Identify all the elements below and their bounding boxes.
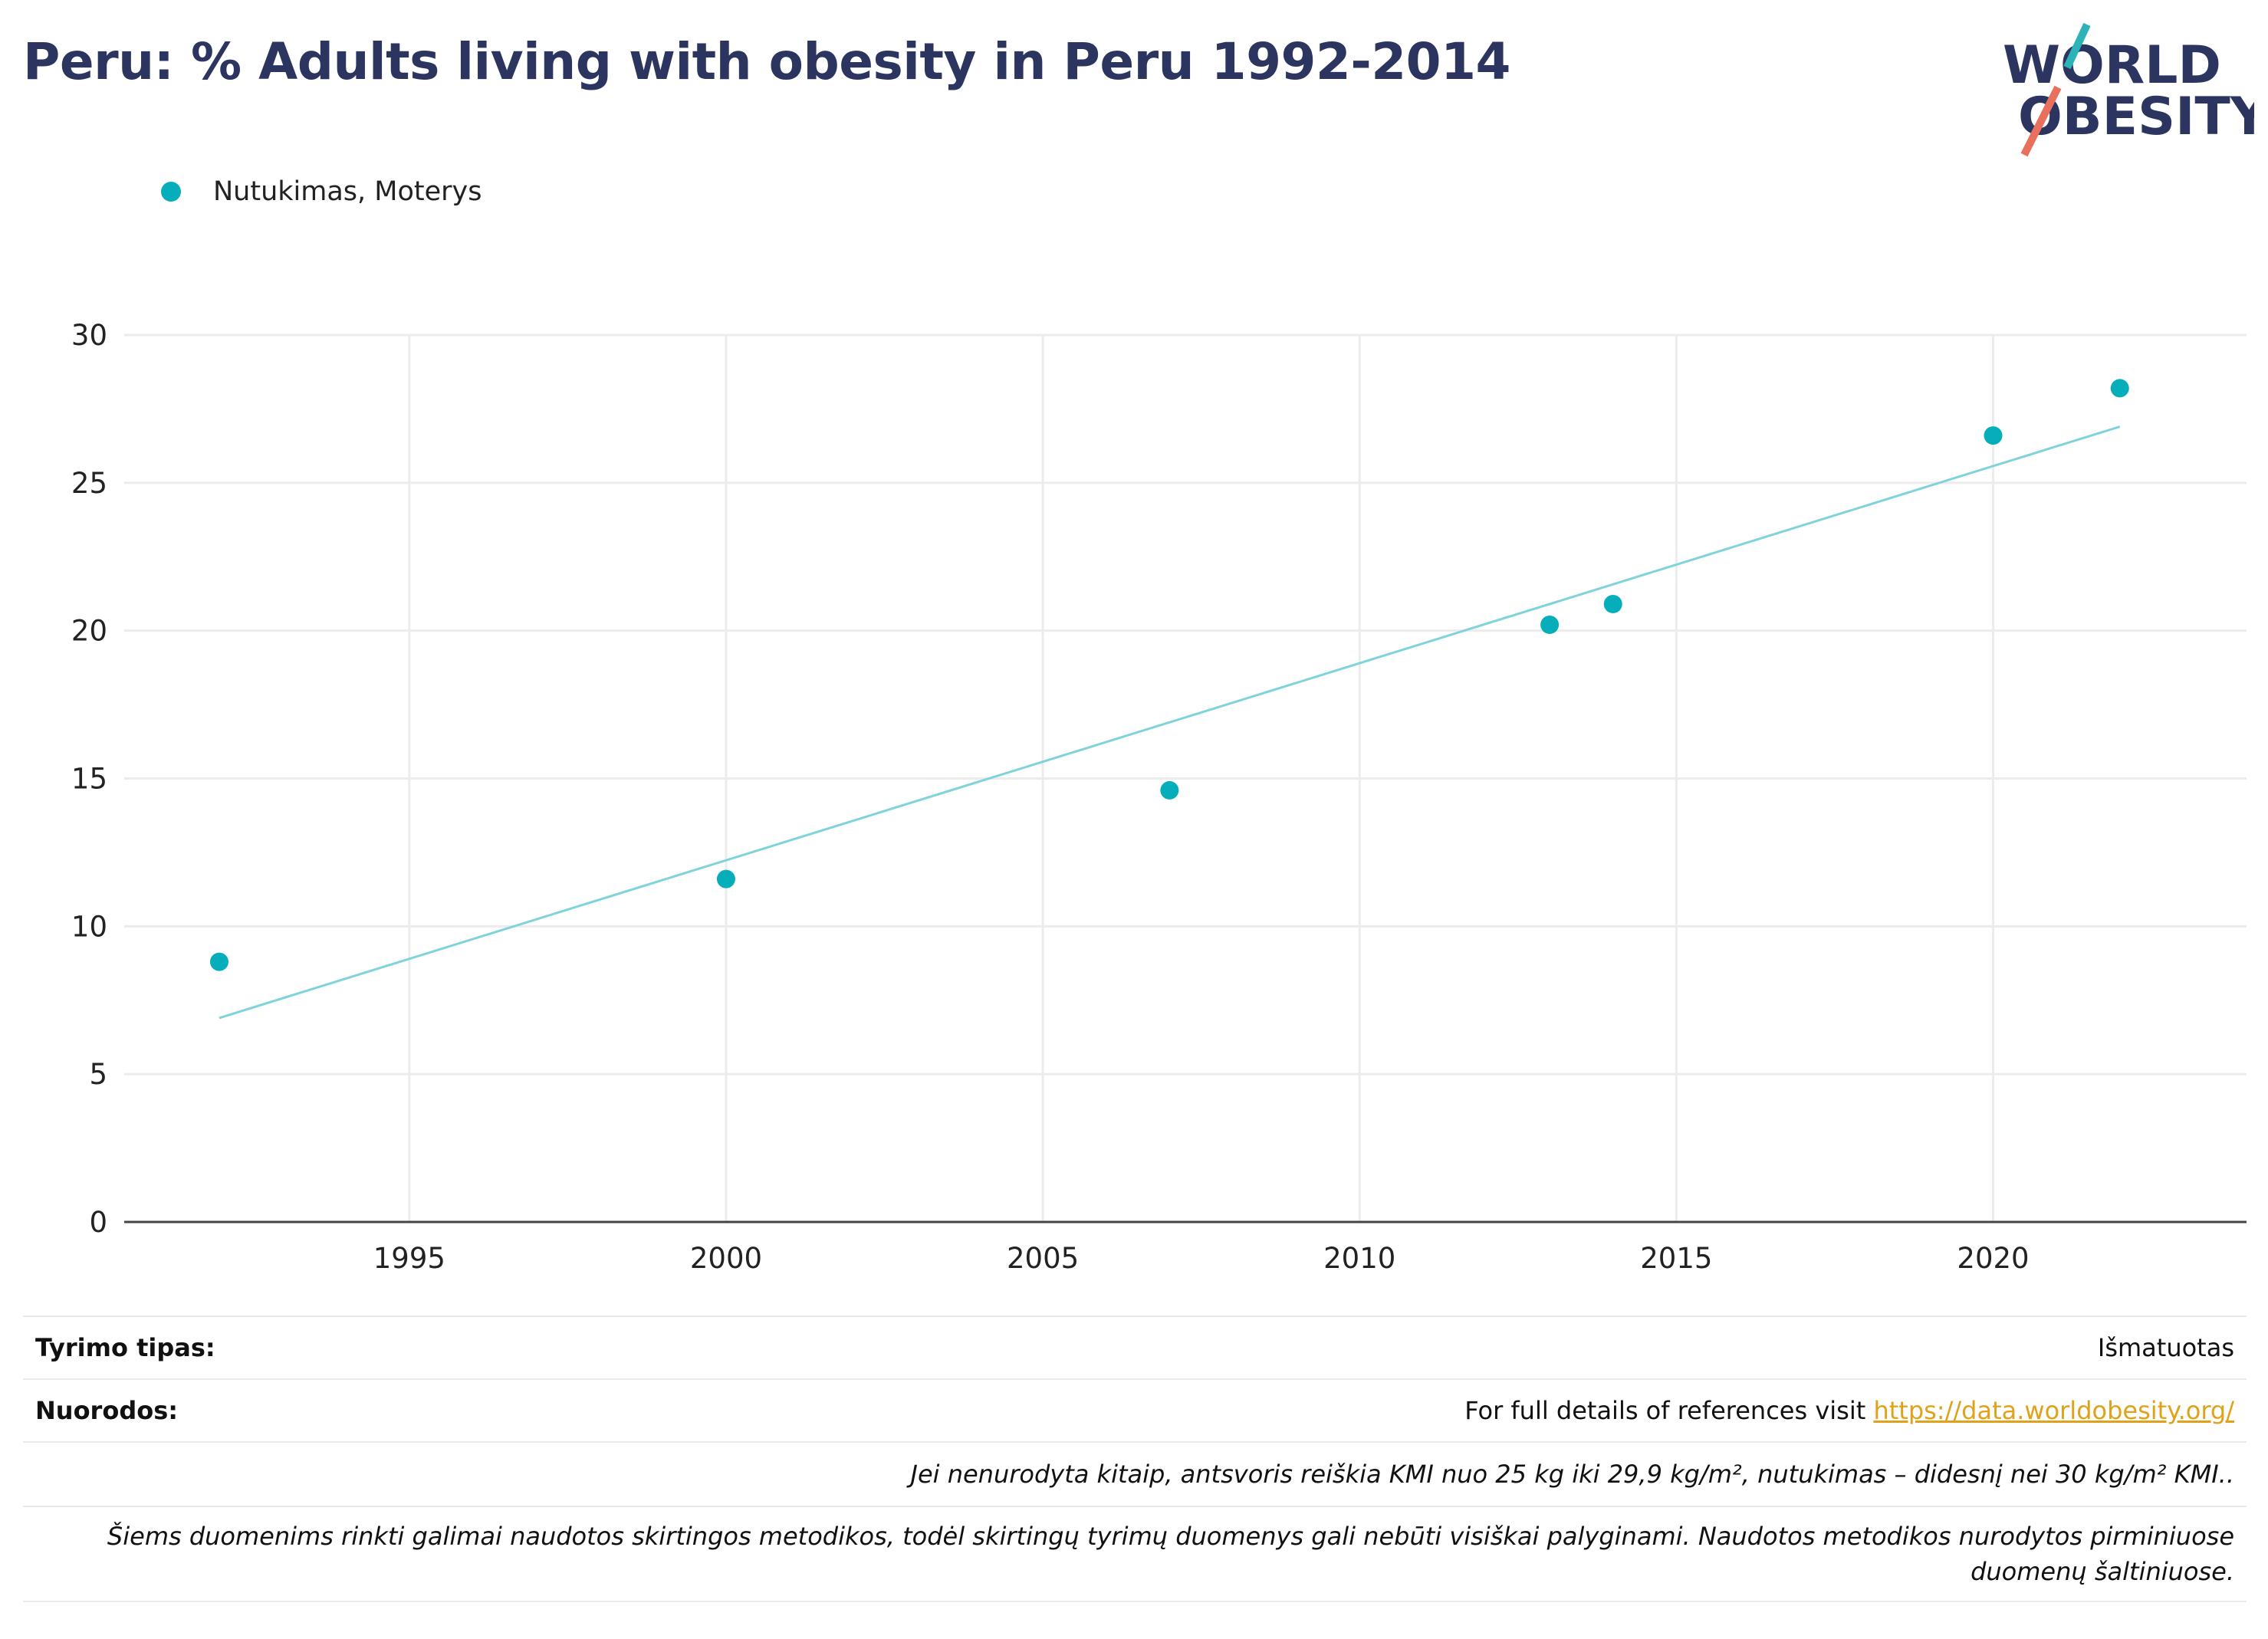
logo-teal-slash: [2063, 23, 2091, 70]
y-tick-label: 0: [89, 1206, 107, 1239]
data-point: [1984, 426, 2003, 445]
references-value: For full details of references visit htt…: [487, 1378, 2247, 1443]
world-obesity-logo: WORLD OBESITY: [2003, 23, 2254, 157]
y-tick-label: 30: [71, 319, 107, 352]
info-table: Tyrimo tipas: Išmatuotas Nuorodos: For f…: [23, 1315, 2247, 1602]
definition-note: Jei nenurodyta kitaip, antsvoris reiškia…: [23, 1441, 2247, 1507]
x-tick-label: 2000: [690, 1242, 762, 1275]
data-point: [1603, 594, 1622, 613]
survey-type-label: Tyrimo tipas:: [23, 1315, 488, 1380]
survey-type-row: Tyrimo tipas: Išmatuotas: [23, 1315, 2247, 1380]
legend-label: Nutukimas, Moterys: [213, 176, 482, 207]
legend[interactable]: Nutukimas, Moterys: [161, 173, 482, 210]
references-link[interactable]: https://data.worldobesity.org/: [1873, 1396, 2234, 1425]
logo-coral-slash: [2020, 85, 2062, 157]
legend-marker: [161, 182, 181, 202]
definition-note-row: Jei nenurodyta kitaip, antsvoris reiškia…: [23, 1441, 2247, 1507]
y-tick-label: 10: [71, 910, 107, 943]
y-tick-label: 25: [71, 467, 107, 500]
survey-type-value: Išmatuotas: [487, 1315, 2247, 1380]
x-tick-label: 1995: [373, 1242, 445, 1275]
data-point: [1160, 780, 1179, 800]
trend-line: [219, 425, 2121, 1020]
x-tick-label: 2005: [1007, 1242, 1079, 1275]
x-tick-label: 2010: [1323, 1242, 1395, 1275]
y-tick-label: 5: [89, 1058, 107, 1091]
y-tick-label: 15: [71, 763, 107, 796]
scatter-chart: 0 5 10 15 20 25 30 1995 2000 2005 2010 2015 2020: [71, 319, 2247, 1275]
data-point: [2110, 379, 2129, 398]
x-tick-label: 2020: [1957, 1242, 2029, 1275]
data-point: [209, 952, 228, 971]
logo-word-world: WORLD: [2003, 35, 2221, 96]
chart-title: Peru: % Adults living with obesity in Pe…: [23, 32, 1510, 91]
methodology-note: Šiems duomenims rinkti galimai naudotos …: [23, 1506, 2247, 1602]
references-text: For full details of references visit: [1464, 1396, 1874, 1425]
references-row: Nuorodos: For full details of references…: [23, 1378, 2247, 1443]
data-point: [1540, 615, 1560, 634]
methodology-note-row: Šiems duomenims rinkti galimai naudotos …: [23, 1506, 2247, 1602]
y-tick-label: 20: [71, 615, 107, 648]
references-label: Nuorodos:: [23, 1378, 488, 1443]
data-point: [716, 869, 735, 888]
x-tick-label: 2015: [1640, 1242, 1712, 1275]
